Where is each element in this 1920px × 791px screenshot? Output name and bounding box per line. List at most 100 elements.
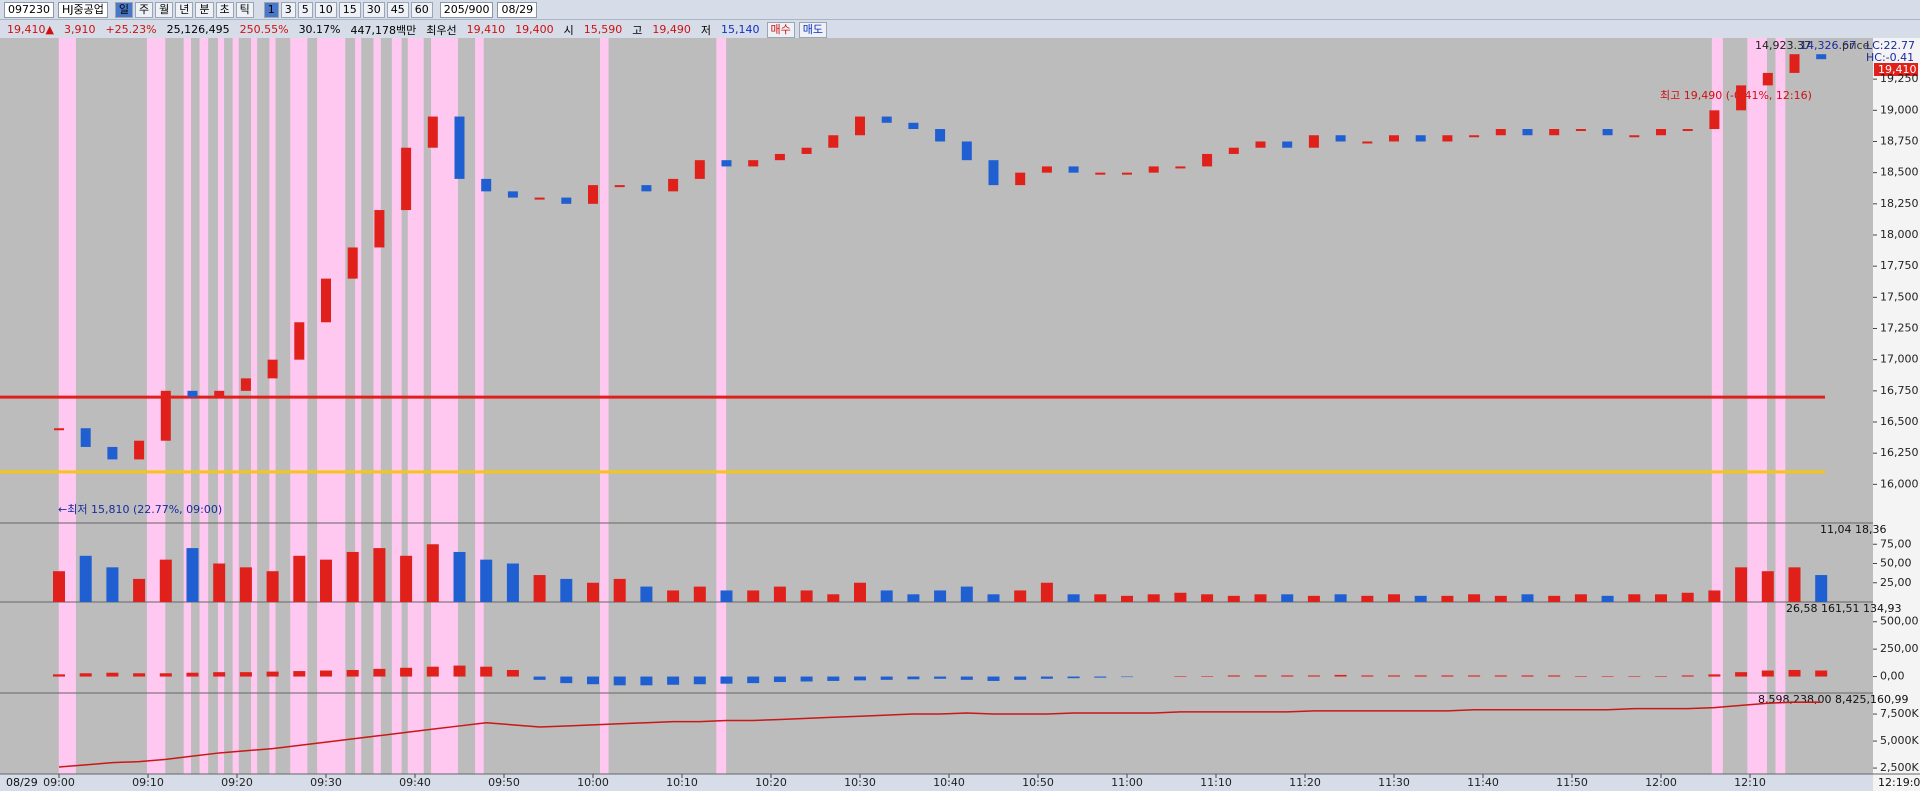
candle [641,185,652,192]
legend-b: 14,326.67 [1800,39,1856,52]
candle [160,390,171,441]
volume-bar [400,555,413,602]
rate: +25.23% [105,23,157,36]
macd-bar [587,676,599,685]
macd-bar [1067,676,1080,679]
candle [1389,135,1399,142]
volume-bar [1521,594,1534,602]
y-tick-label: 0,00 [1880,670,1905,683]
date[interactable]: 08/29 [497,1,538,18]
volume-bar [747,590,760,602]
toggle[interactable]: 30 [362,1,385,18]
time-label: 09:40 [399,776,431,789]
macd-bar [1735,672,1748,677]
volume-bar [320,559,332,602]
macd-bar [1468,675,1481,677]
signal-band [183,38,192,774]
macd-bar [1281,675,1294,677]
candle [1709,110,1720,130]
volume-bar [1121,595,1133,602]
toggle[interactable]: 45 [386,1,409,18]
candle [54,428,64,431]
y-tick-label: 25,00 [1880,576,1912,589]
macd-bar [1815,670,1828,677]
candle [321,278,331,323]
candle [427,116,438,148]
y-tick-label: 17,750 [1880,259,1919,272]
candle [1736,85,1747,111]
candle [908,122,919,130]
macd-bar [1307,675,1320,677]
toggle[interactable]: 주 [135,1,154,18]
volume-bar [186,548,199,602]
volume-bar [53,571,65,602]
volume-bar [1334,594,1347,602]
signal-band [1775,38,1786,774]
volume-bar [346,551,359,602]
toggle[interactable]: 틱 [235,1,254,18]
signal-band [199,38,209,774]
time-label: 12:10 [1734,776,1766,789]
toggle[interactable]: 1 [263,1,279,18]
macd-bar [693,676,706,685]
vol-ratio: 250.55% [239,23,289,36]
volume-bar [987,594,1000,602]
macd-bar [1761,670,1774,677]
volume-bar [133,578,146,602]
macd-bar [293,671,306,677]
candle [1656,129,1666,136]
volume-bar [1574,594,1587,602]
candle [1228,147,1239,154]
toggle[interactable]: 분 [195,1,214,18]
signal-band [391,38,402,774]
candle [988,160,999,186]
toggle[interactable]: 3 [280,1,296,18]
sell-button[interactable]: 매도 [798,21,827,38]
toggle[interactable]: 일 [114,1,134,18]
toggle[interactable]: 10 [314,1,337,18]
volume-bar [213,563,226,602]
candle [961,141,972,161]
macd-bar [1388,675,1400,677]
macd-bar [133,673,146,677]
toggle[interactable]: 60 [410,1,433,18]
time-label: 11:40 [1467,776,1499,789]
count[interactable]: 205/900 [439,1,494,18]
candle [1549,129,1560,136]
end-label: 12:19:00 [1878,776,1920,789]
macd-bar [266,671,279,677]
time-label: 09:20 [221,776,253,789]
candle [454,116,465,179]
candle [107,446,118,460]
change: 3,910 [63,23,96,36]
macd-bar [186,672,199,677]
y-tick-label: 16,250 [1880,446,1919,459]
macd-bar [880,676,893,680]
toggle[interactable]: 월 [155,1,174,18]
macd-bar [1174,676,1187,677]
toggle[interactable]: 15 [338,1,361,18]
time-label: 10:10 [666,776,698,789]
volume-bar [1307,595,1320,602]
candle [1095,172,1106,175]
time-label: 10:40 [933,776,965,789]
candle [614,185,625,188]
volume: 25,126,495 [166,23,230,36]
y-tick-label: 19,000 [1880,103,1919,116]
y-tick-label: 18,500 [1880,166,1919,179]
toggle[interactable]: 초 [215,1,234,18]
macd-bar [960,676,973,680]
volume-bar [533,575,546,602]
time-label: 11:20 [1289,776,1321,789]
toggle[interactable]: 년 [175,1,194,18]
macd-bar [213,672,226,677]
buy-button[interactable]: 매수 [766,21,795,38]
candle [668,178,679,192]
volume-bar [266,571,279,602]
macd-bar [560,676,573,684]
candle [881,116,892,123]
signal-bands [58,38,1786,774]
code[interactable]: 097230 [4,1,54,18]
stock-name[interactable]: HJ중공업 [58,1,108,18]
toggle[interactable]: 5 [297,1,313,18]
